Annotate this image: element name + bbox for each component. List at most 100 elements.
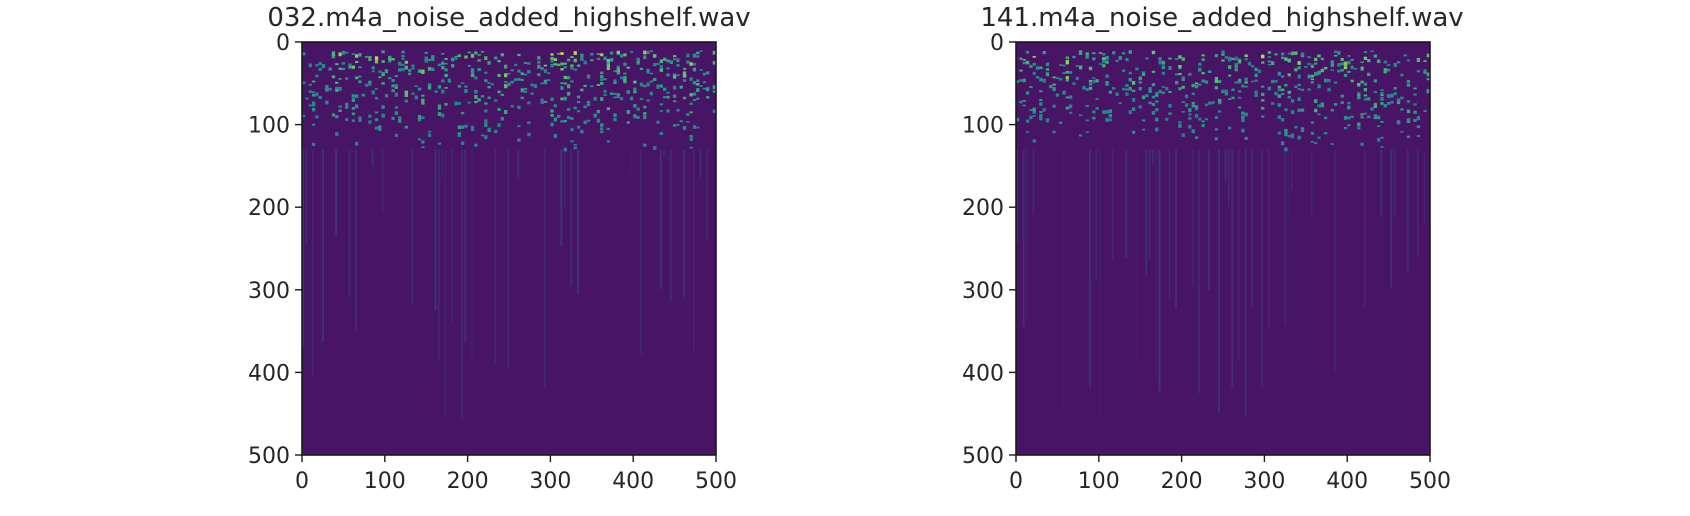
spectrogram-energy <box>1141 95 1146 100</box>
spectrogram-energy <box>1267 60 1272 63</box>
spectrogram-energy <box>1231 57 1235 61</box>
spectrogram-energy <box>1039 66 1043 70</box>
y-tick-label: 200 <box>962 196 1004 221</box>
spectrogram-energy <box>1237 96 1242 99</box>
spectrogram-energy <box>563 75 567 80</box>
spectrogram-energy <box>1181 76 1185 79</box>
spectrogram-energy <box>520 96 524 100</box>
spectrogram-energy <box>1174 73 1179 76</box>
spectrogram-energy <box>421 116 425 119</box>
spectrogram-energy <box>600 82 604 85</box>
spectrogram-energy <box>1310 131 1315 135</box>
spectrogram-energy <box>1102 59 1106 62</box>
spectrogram-energy <box>517 125 521 128</box>
spectrogram-streak <box>305 149 308 245</box>
spectrogram-energy <box>1310 74 1315 78</box>
spectrogram-energy <box>1416 59 1421 62</box>
spectrogram-energy <box>1357 95 1361 100</box>
spectrogram-energy <box>1383 71 1387 74</box>
spectrogram-energy <box>467 101 471 104</box>
spectrogram-energy <box>699 50 703 52</box>
spectrogram-energy <box>1317 113 1321 116</box>
spectrogram-energy <box>1029 115 1033 120</box>
spectrogram-energy <box>484 56 488 61</box>
spectrogram-energy <box>1380 94 1384 97</box>
spectrogram-energy <box>557 52 561 55</box>
spectrogram-energy <box>712 50 716 55</box>
spectrogram-energy <box>431 56 435 59</box>
spectrogram-energy <box>1267 63 1272 66</box>
spectrogram-energy <box>381 72 385 75</box>
spectrogram-energy <box>663 96 667 99</box>
spectrogram-energy <box>351 112 355 116</box>
spectrogram-energy <box>1350 79 1354 83</box>
spectrogram-energy <box>1386 68 1391 72</box>
x-axis: 0 100 200 300 400 500 <box>295 455 737 494</box>
spectrogram-energy <box>596 57 601 61</box>
spectrogram-energy <box>517 53 521 57</box>
spectrogram-energy <box>341 67 346 71</box>
spectrogram-energy <box>1370 50 1374 52</box>
spectrogram-energy <box>1290 110 1295 113</box>
spectrogram-energy <box>1234 81 1238 84</box>
spectrogram-energy <box>606 59 611 63</box>
spectrogram-energy <box>504 80 508 83</box>
spectrogram-energy <box>696 79 700 82</box>
spectrogram-energy <box>1025 50 1030 54</box>
spectrogram-streak <box>1062 149 1065 407</box>
spectrogram-energy <box>606 127 611 131</box>
spectrogram-streak <box>321 149 324 343</box>
spectrogram-energy <box>1241 128 1245 133</box>
spectrogram-energy <box>1032 62 1036 66</box>
spectrogram-energy <box>1287 134 1291 138</box>
spectrogram-energy <box>653 56 657 58</box>
spectrogram-energy <box>600 53 604 57</box>
spectrogram-streak <box>1208 149 1211 291</box>
spectrogram-energy <box>1072 82 1076 85</box>
spectrogram-energy <box>1155 108 1159 112</box>
spectrogram-energy <box>649 80 654 83</box>
spectrogram-energy <box>1343 126 1348 130</box>
spectrogram-energy <box>513 78 518 82</box>
spectrogram-energy <box>1400 108 1404 111</box>
spectrogram-energy <box>311 108 316 112</box>
spectrogram-energy <box>414 85 418 88</box>
spectrogram-energy <box>1214 128 1219 131</box>
spectrogram-energy <box>590 59 594 62</box>
spectrogram-energy <box>613 79 617 82</box>
spectrogram-energy <box>566 116 571 120</box>
spectrogram-energy <box>354 77 359 80</box>
spectrogram-energy <box>1340 62 1344 66</box>
spectrogram-streak <box>348 149 351 298</box>
spectrogram-energy <box>1400 131 1404 133</box>
spectrogram-energy <box>484 71 488 74</box>
y-tick-label: 100 <box>962 114 1004 139</box>
axes-frame <box>1015 41 1431 456</box>
spectrogram-energy <box>699 85 703 87</box>
spectrogram-energy <box>1393 92 1397 96</box>
spectrogram-energy <box>302 114 306 118</box>
spectrogram-energy <box>1052 83 1056 86</box>
spectrogram-energy <box>388 58 392 61</box>
spectrogram-streak <box>311 149 314 377</box>
y-tick-label: 300 <box>962 279 1004 304</box>
x-axis: 0 100 200 300 400 500 <box>1009 455 1451 494</box>
spectrogram-energy <box>341 50 346 55</box>
spectrogram-energy <box>1088 66 1093 71</box>
spectrogram-energy <box>484 102 488 105</box>
spectrogram-energy <box>1267 56 1272 58</box>
spectrogram-energy <box>1108 114 1113 118</box>
spectrogram-energy <box>345 106 349 109</box>
spectrogram-energy <box>391 79 395 82</box>
spectrogram-energy <box>381 113 385 118</box>
spectrogram-streak <box>1380 149 1383 217</box>
spectrogram-energy <box>427 130 432 133</box>
spectrogram-energy <box>474 95 478 99</box>
spectrogram-energy <box>1277 115 1281 119</box>
spectrogram-energy <box>1102 64 1106 68</box>
spectrogram-streak <box>381 149 384 213</box>
spectrogram-energy <box>1198 67 1202 71</box>
spectrogram-energy <box>1085 52 1089 56</box>
spectrogram-energy <box>1065 70 1069 74</box>
spectrogram-energy <box>573 106 577 110</box>
